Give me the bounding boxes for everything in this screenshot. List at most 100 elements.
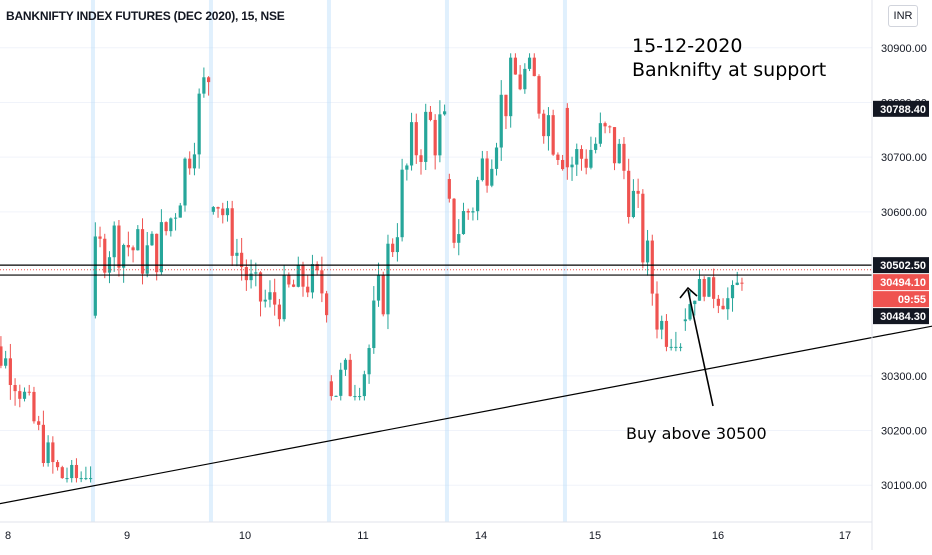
candle-body [589,149,593,168]
candle-body [376,274,381,301]
candle-body [197,93,201,155]
candle-body [542,113,546,137]
candle-body [178,205,182,218]
price-label-text-last-price-high: 30788.40 [880,104,926,116]
candle-body [579,149,584,159]
candle-body [471,211,475,213]
candle-body [329,381,333,397]
candle-body [221,208,225,216]
candle-body [679,346,683,348]
candle-body [117,225,121,268]
candle-body [697,279,702,301]
candle-body [22,391,27,399]
session-separator [208,0,213,522]
candle-body [353,396,357,398]
time-tick-label: 9 [124,530,130,542]
price-label-text-current-price: 30494.10 [880,277,926,289]
candle-body [532,57,536,77]
session-separator [326,0,331,522]
candle-body [0,346,3,366]
candle-body [192,154,197,169]
price-label-last-price-high [873,100,929,117]
annotation-status: Banknifty at support [632,59,827,81]
candle-body [466,211,470,213]
candle-body [447,179,451,199]
candle-body [65,478,69,480]
candle-body [348,359,352,397]
price-labels: 30788.40 30502.50 30494.10 09:55 30484.30 [873,100,929,325]
candle-body [367,348,371,375]
candle-body [79,478,83,480]
candle-body [627,170,631,218]
annotation-date: 15-12-2020 [632,35,743,57]
candle-body [476,180,480,212]
candle-body [381,274,385,315]
price-label-countdown [873,291,929,308]
candle-body [55,462,60,468]
candle-body [594,143,598,150]
candle-body [32,391,36,422]
candle-body [258,272,263,302]
candle-body [51,442,55,463]
candle-body [650,240,654,294]
candle-body [235,252,239,256]
candle-body [513,57,517,75]
candle-body [211,207,215,212]
candle-body [457,234,461,243]
candle-body [155,233,159,273]
candle-body [428,111,433,120]
price-tick-label: 30200.00 [881,426,927,438]
candle-body [84,478,88,480]
time-axis[interactable]: 8 9 10 11 14 15 16 17 [0,521,872,542]
candle-body [735,282,739,285]
price-label-current-price [873,274,929,291]
candle-body [730,284,735,299]
candle-body [225,208,230,216]
candle-body [575,149,579,165]
candle-body [386,243,390,315]
candle-body [173,217,178,219]
candle-body [320,270,324,294]
candle-body [287,274,291,285]
candle-body [480,158,484,181]
candle-body [164,222,168,232]
candle-body [561,159,565,170]
session-separator [562,0,567,522]
candle-body [325,293,329,316]
time-tick-label: 8 [5,530,11,542]
price-label-support-line [873,308,929,325]
candle-body [136,229,140,251]
candle-body [273,292,277,305]
currency-button[interactable]: INR [888,5,918,27]
price-label-text-resistance-line: 30502.50 [880,260,926,272]
candle-body [419,155,423,162]
candle-body [537,76,541,114]
candle-body [343,359,348,370]
candle-body [631,190,635,218]
time-tick-label: 16 [712,530,724,542]
candle-body [254,272,258,274]
price-tick-label: 30100.00 [881,480,927,492]
price-axis[interactable]: 30900.0030800.0030700.0030600.0030300.00… [871,0,927,550]
candle-body [277,304,281,320]
candle-body [641,193,645,263]
candle-body [565,107,569,168]
candle-body [433,119,437,156]
candle-body [70,464,74,479]
price-tick-label: 30700.00 [881,152,927,164]
candle-body [598,123,602,144]
candle-body [249,273,253,281]
candle-body [716,298,720,306]
time-tick-label: 11 [357,530,368,542]
candle-body [46,442,50,464]
candle-body [268,292,272,300]
annotation-buy-level: Buy above 30500 [626,424,767,443]
candle-body [438,114,442,156]
candle-body [636,190,640,194]
candle-body [207,77,211,83]
candle-body [405,165,409,170]
candle-body [103,238,107,273]
price-tick-label: 30300.00 [881,371,927,383]
